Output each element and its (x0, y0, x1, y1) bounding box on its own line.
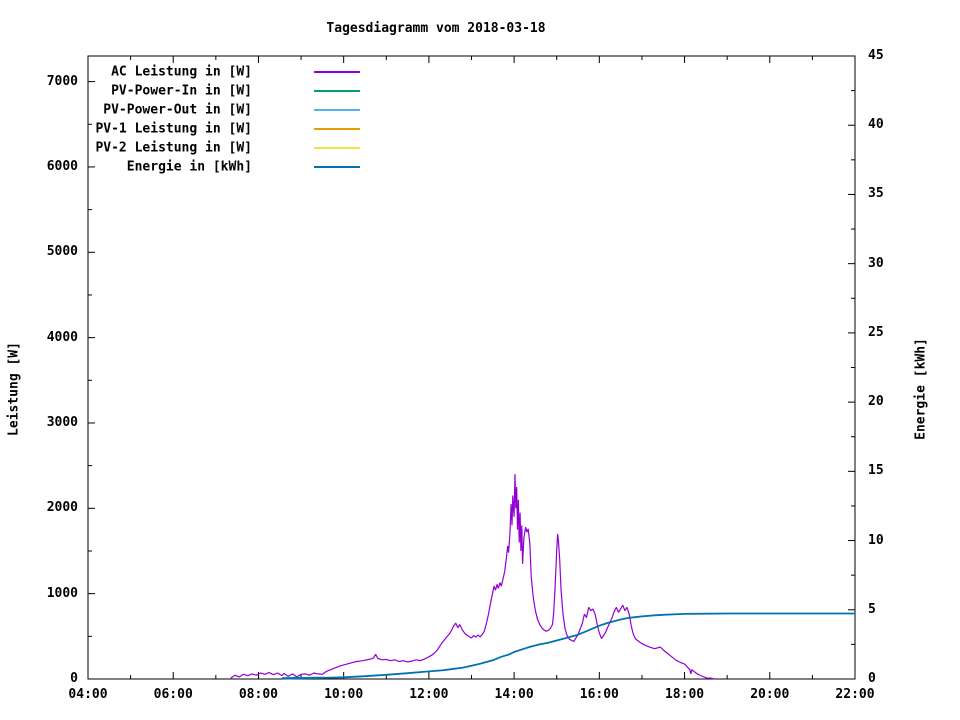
x-tick-label: 10:00 (324, 687, 364, 702)
y-right-tick-label: 35 (868, 186, 884, 202)
y-right-tick-label: 30 (868, 255, 884, 271)
x-tick-label: 04:00 (68, 687, 108, 702)
x-tick-label: 18:00 (664, 687, 705, 702)
legend-line-sample (314, 108, 360, 111)
y-left-tick-label: 0 (70, 671, 78, 686)
legend-item: PV-1 Leistung in [W] (0, 119, 960, 138)
x-tick-label: 14:00 (494, 687, 534, 702)
legend-item: PV-Power-In in [W] (0, 81, 960, 100)
legend-line-sample (314, 165, 360, 168)
legend-label: PV-1 Leistung in [W] (95, 121, 252, 136)
y-right-tick-label: 45 (868, 48, 884, 63)
y-left-tick-label: 7000 (46, 73, 78, 89)
y-left-tick-label: 6000 (46, 158, 78, 174)
y-left-tick-label: 3000 (46, 414, 78, 430)
series-energie-in-kwh (281, 612, 855, 680)
series-ac-leistung-in-w (230, 474, 716, 680)
y-right-tick-label: 15 (868, 463, 884, 479)
y-right-tick-label: 0 (868, 671, 876, 686)
y-right-tick-label: 25 (868, 324, 884, 340)
y-right-tick-label: 10 (868, 532, 884, 548)
y-right-tick-label: 40 (868, 117, 884, 133)
y-left-tick-label: 4000 (46, 329, 78, 345)
legend-item: PV-Power-Out in [W] (0, 100, 960, 119)
legend-label: PV-Power-In in [W] (111, 83, 252, 98)
y-left-tick-label: 1000 (46, 585, 78, 601)
legend-line-sample (314, 70, 360, 73)
legend-item: PV-2 Leistung in [W] (0, 138, 960, 157)
x-tick-label: 12:00 (409, 687, 449, 702)
legend-line-sample (314, 89, 360, 92)
legend-line-sample (314, 127, 360, 130)
x-tick-label: 22:00 (835, 687, 875, 702)
legend-item: Energie in [kWh] (0, 157, 960, 176)
legend-label: PV-2 Leistung in [W] (95, 140, 252, 155)
legend-label: Energie in [kWh] (126, 159, 252, 174)
y-right-tick-label: 20 (868, 394, 884, 410)
legend-line-sample (314, 146, 360, 149)
x-tick-label: 20:00 (750, 687, 790, 702)
x-tick-label: 08:00 (238, 687, 278, 702)
y-left-tick-label: 5000 (46, 244, 78, 260)
x-tick-label: 16:00 (579, 687, 619, 702)
chart-title: Tagesdiagramm vom 2018-03-18 (326, 21, 546, 36)
y-left-tick-label: 2000 (46, 500, 78, 516)
legend-label: AC Leistung in [W] (111, 64, 252, 79)
legend-item: AC Leistung in [W] (0, 62, 960, 81)
y-right-tick-label: 5 (868, 601, 876, 617)
x-tick-label: 06:00 (153, 687, 193, 702)
legend-label: PV-Power-Out in [W] (103, 102, 252, 117)
